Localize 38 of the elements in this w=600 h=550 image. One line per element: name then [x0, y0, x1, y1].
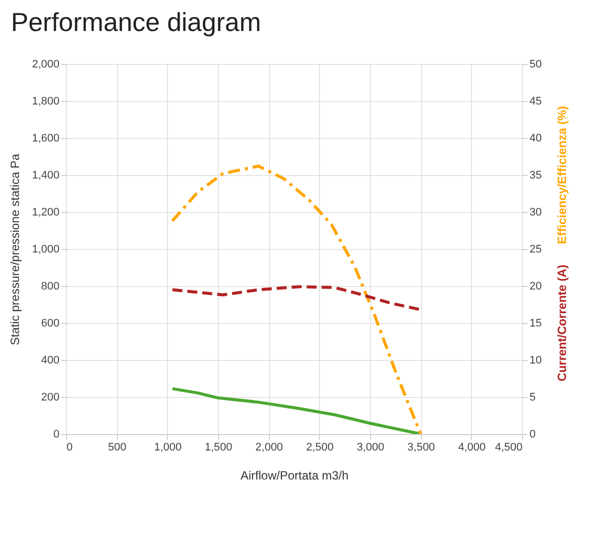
- y-tick-label: 600: [41, 318, 60, 330]
- x-tick-label: 1,500: [204, 442, 232, 454]
- x-tick-label: 4,500: [494, 442, 522, 454]
- y2-tick-label: 30: [530, 206, 542, 218]
- x-tick-label: 2,500: [306, 442, 334, 454]
- y2-tick-label: 35: [530, 170, 542, 182]
- x-tick-label: 3,000: [356, 442, 384, 454]
- y-tick-label: 1,600: [32, 132, 60, 144]
- x-tick-label: 1,000: [154, 442, 182, 454]
- x-tick-label: 2,000: [255, 442, 283, 454]
- y2-tick-label: 0: [530, 428, 536, 440]
- x-tick-label: 0: [66, 442, 73, 454]
- y-axis-title: Static pressure/pressione statica Pa: [8, 153, 22, 346]
- text: Current/Corrente (A): [555, 264, 569, 382]
- y-tick-label: 1,800: [32, 96, 60, 108]
- x-tick-label: 500: [108, 442, 126, 454]
- y-tick-label: 1,000: [32, 244, 60, 256]
- y2-tick-label: 15: [530, 318, 542, 330]
- y2-tick-label: 20: [530, 280, 542, 292]
- chart-title: Performance diagram: [11, 7, 261, 37]
- x-tick-label: 3,500: [407, 442, 435, 454]
- y2-tick-label: 40: [530, 132, 542, 144]
- y2-tick-label: 50: [530, 58, 542, 70]
- y2-tick-label: 25: [530, 244, 542, 256]
- y2-tick-label: 10: [530, 354, 542, 366]
- y2-tick-label: 45: [530, 96, 542, 108]
- line-series: [170, 164, 422, 434]
- text: Efficiency/Efficienza (%): [555, 106, 569, 244]
- y-tick-label: 1,200: [32, 206, 60, 218]
- y-tick-label: 800: [41, 280, 60, 292]
- x-axis-title: Airflow/Portata m3/h: [240, 468, 349, 482]
- y-tick-label: 1,400: [32, 170, 60, 182]
- y-tick-label: 2,000: [32, 58, 60, 70]
- y-tick-label: 400: [41, 354, 60, 366]
- y-tick-label: 200: [41, 392, 60, 404]
- y-tick-label: 0: [53, 428, 60, 440]
- y2-tick-label: 5: [530, 392, 536, 404]
- x-tick-label: 4,000: [458, 442, 486, 454]
